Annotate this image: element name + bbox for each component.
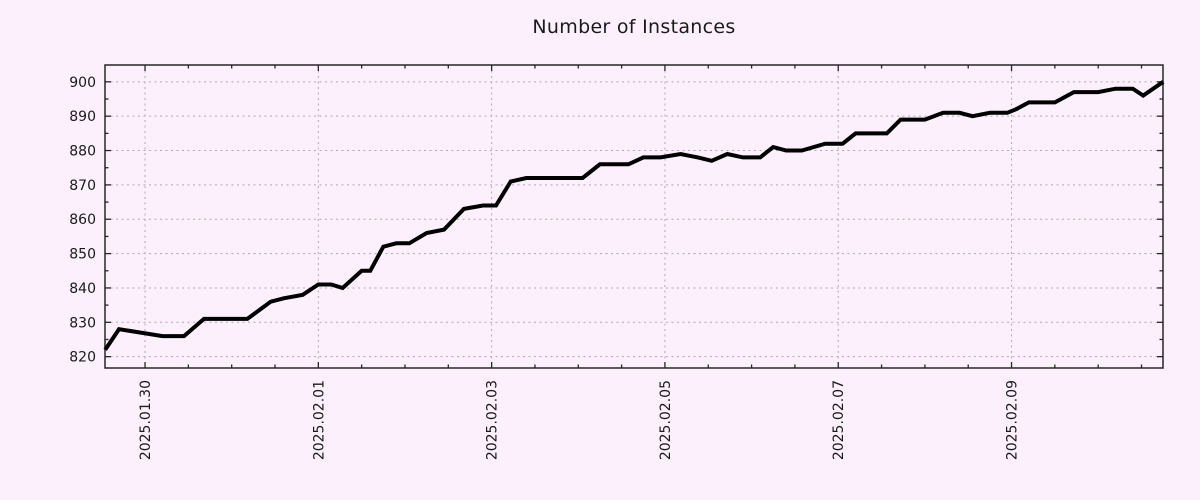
y-tick-label: 860 — [69, 212, 96, 228]
plot-border — [104, 64, 1164, 369]
y-tick-label: 900 — [69, 75, 96, 91]
x-tick-label: 2025.02.05 — [658, 380, 674, 460]
chart-title: Number of Instances — [532, 16, 736, 38]
y-tick-label: 830 — [69, 315, 96, 331]
x-tick-label: 2025.02.01 — [311, 380, 327, 460]
x-tick-label: 2025.02.09 — [1005, 380, 1021, 460]
x-tick-label: 2025.02.03 — [485, 380, 501, 460]
y-tick-label: 820 — [69, 350, 96, 366]
y-tick-label: 890 — [69, 109, 96, 125]
y-tick-label: 840 — [69, 281, 96, 297]
y-tick-label: 850 — [69, 247, 96, 263]
series-line-instances — [103, 80, 1165, 351]
y-tick-label: 870 — [69, 178, 96, 194]
x-tick-label: 2025.02.07 — [831, 380, 847, 460]
x-tick-label: 2025.01.30 — [138, 380, 154, 460]
y-tick-label: 880 — [69, 144, 96, 160]
